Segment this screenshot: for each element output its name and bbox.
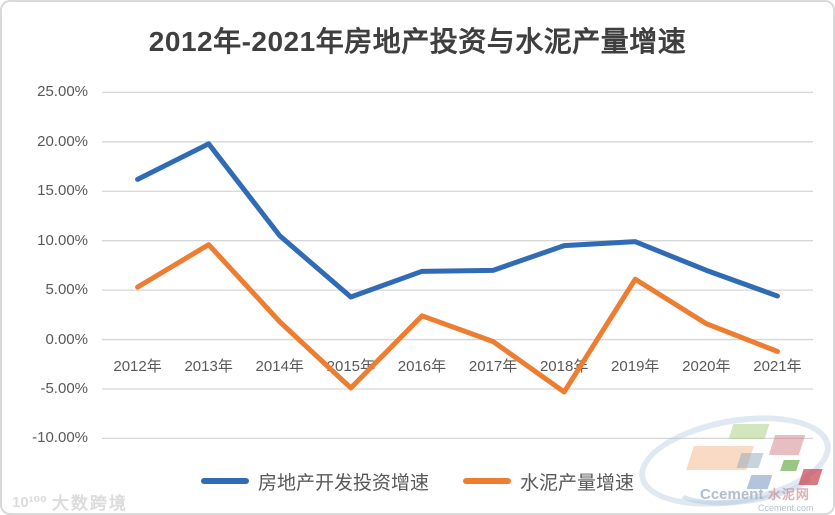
tile-icon — [728, 424, 770, 439]
swoosh-icon — [632, 401, 833, 513]
x-tick-label: 2016年 — [397, 358, 447, 375]
dashu-logo-icon: 10¹⁰⁰ — [12, 493, 47, 511]
x-tick-label: 2012年 — [113, 358, 162, 375]
y-tick-label: -10.00% — [32, 429, 88, 447]
legend-item-cement: 水泥产量增速 — [463, 468, 634, 495]
y-tick-label: 0.00% — [45, 330, 88, 348]
y-tick-label: -5.00% — [40, 379, 88, 397]
x-tick-label: 2017年 — [468, 358, 518, 375]
x-tick-label: 2021年 — [753, 358, 802, 375]
chart-title: 2012年-2021年房地产投资与水泥产量增速 — [148, 26, 687, 57]
ccement-domain-text: Ccement.com — [758, 503, 814, 513]
series-line — [135, 141, 780, 300]
x-tick-label: 2013年 — [184, 358, 233, 375]
legend-label: 水泥产量增速 — [520, 472, 635, 494]
y-tick-label: 5.00% — [45, 281, 88, 299]
tile-icon — [686, 446, 754, 470]
x-tick-label: 2018年 — [539, 358, 589, 375]
x-tick-label: 2015年 — [326, 358, 376, 375]
ccement-watermark: Ccement 水泥网 Ccement.com — [632, 401, 833, 513]
legend: 房地产开发投资增速 水泥产量增速 — [2, 468, 833, 494]
legend-label: 房地产开发投资增速 — [257, 472, 429, 494]
tile-icon — [736, 453, 764, 468]
y-tick-label: 15.00% — [37, 182, 88, 200]
blue-line-swatch-icon — [200, 478, 249, 484]
x-tick-label: 2020年 — [682, 358, 731, 375]
x-tick-label: 2014年 — [255, 358, 304, 375]
legend-item-real-estate: 房地产开发投资增速 — [200, 468, 429, 495]
orange-line-swatch-icon — [463, 478, 511, 484]
tile-icon — [768, 435, 806, 455]
y-tick-label: 20.00% — [37, 132, 88, 150]
y-tick-label: 10.00% — [37, 231, 88, 249]
y-tick-label: 25.00% — [37, 83, 88, 101]
x-tick-label: 2019年 — [611, 358, 660, 375]
